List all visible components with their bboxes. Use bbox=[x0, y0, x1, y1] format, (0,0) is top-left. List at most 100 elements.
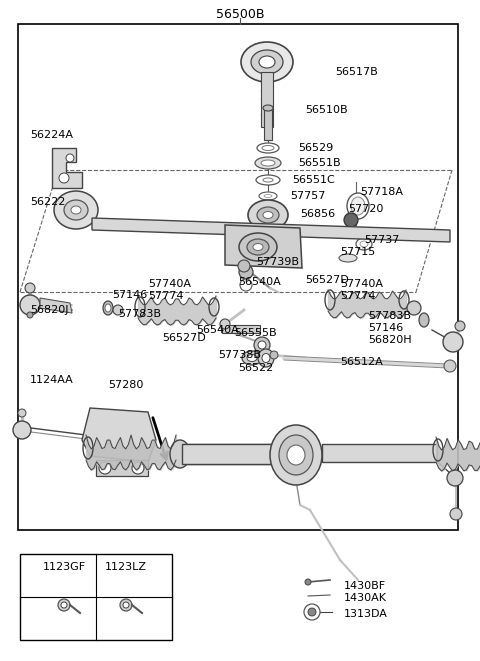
Text: 56222: 56222 bbox=[30, 197, 65, 207]
Text: 1430AK: 1430AK bbox=[344, 593, 387, 603]
Polygon shape bbox=[82, 408, 156, 462]
Ellipse shape bbox=[261, 160, 275, 166]
Ellipse shape bbox=[356, 238, 372, 250]
Circle shape bbox=[443, 332, 463, 352]
Ellipse shape bbox=[241, 42, 293, 82]
Ellipse shape bbox=[263, 105, 273, 111]
Circle shape bbox=[238, 260, 250, 272]
Ellipse shape bbox=[170, 440, 190, 468]
Text: 56820J: 56820J bbox=[30, 305, 69, 315]
Text: 56555B: 56555B bbox=[234, 328, 276, 338]
Ellipse shape bbox=[264, 194, 272, 198]
Ellipse shape bbox=[258, 349, 274, 367]
Circle shape bbox=[27, 312, 33, 318]
Bar bbox=[96, 460, 148, 476]
Ellipse shape bbox=[248, 200, 288, 230]
Circle shape bbox=[447, 470, 463, 486]
Text: 56517B: 56517B bbox=[335, 67, 378, 77]
Circle shape bbox=[25, 283, 35, 293]
Ellipse shape bbox=[257, 207, 279, 223]
Circle shape bbox=[132, 462, 144, 474]
Text: 1124AA: 1124AA bbox=[30, 375, 74, 385]
Bar bbox=[20, 554, 172, 640]
Circle shape bbox=[407, 301, 421, 315]
Circle shape bbox=[240, 279, 252, 291]
Bar bbox=[182, 444, 282, 464]
Text: 1123GF: 1123GF bbox=[42, 562, 85, 572]
Circle shape bbox=[220, 319, 230, 329]
Circle shape bbox=[59, 173, 69, 183]
Bar bbox=[264, 110, 272, 140]
Ellipse shape bbox=[64, 200, 88, 220]
Text: 56500B: 56500B bbox=[216, 7, 264, 20]
Text: 56522: 56522 bbox=[238, 363, 273, 373]
Circle shape bbox=[120, 599, 132, 611]
Text: 57738B: 57738B bbox=[218, 350, 261, 360]
Circle shape bbox=[13, 421, 31, 439]
Bar bbox=[18, 24, 458, 530]
Text: 57720: 57720 bbox=[348, 204, 384, 214]
Ellipse shape bbox=[263, 212, 273, 219]
Circle shape bbox=[239, 265, 253, 279]
Text: 57783B: 57783B bbox=[118, 309, 161, 319]
Circle shape bbox=[254, 337, 270, 353]
Circle shape bbox=[20, 295, 40, 315]
Ellipse shape bbox=[351, 197, 365, 215]
Text: 56856: 56856 bbox=[300, 209, 335, 219]
Text: 56551C: 56551C bbox=[292, 175, 335, 185]
Ellipse shape bbox=[239, 233, 277, 261]
Ellipse shape bbox=[255, 157, 281, 169]
Bar bbox=[261, 72, 273, 127]
Ellipse shape bbox=[347, 193, 369, 219]
Ellipse shape bbox=[259, 192, 277, 200]
Ellipse shape bbox=[251, 50, 283, 74]
Circle shape bbox=[270, 351, 278, 359]
Ellipse shape bbox=[279, 435, 313, 475]
Text: 56527D: 56527D bbox=[162, 333, 206, 343]
Text: 1123LZ: 1123LZ bbox=[105, 562, 147, 572]
Ellipse shape bbox=[71, 206, 81, 214]
Ellipse shape bbox=[103, 301, 113, 315]
Circle shape bbox=[258, 341, 266, 349]
Text: 56551B: 56551B bbox=[298, 158, 341, 168]
Text: 57774: 57774 bbox=[148, 291, 183, 301]
Ellipse shape bbox=[242, 351, 262, 365]
Circle shape bbox=[99, 462, 111, 474]
Text: 56527D: 56527D bbox=[305, 275, 349, 285]
Ellipse shape bbox=[247, 354, 257, 362]
Text: 56540A: 56540A bbox=[238, 277, 281, 287]
Circle shape bbox=[18, 409, 26, 417]
Ellipse shape bbox=[419, 313, 429, 327]
Text: 1313DA: 1313DA bbox=[344, 609, 388, 619]
Text: 56510B: 56510B bbox=[305, 105, 348, 115]
Bar bbox=[322, 444, 437, 462]
Text: 57280: 57280 bbox=[108, 380, 144, 390]
Circle shape bbox=[66, 154, 74, 162]
Circle shape bbox=[344, 213, 358, 227]
Circle shape bbox=[113, 305, 123, 315]
Text: 57757: 57757 bbox=[290, 191, 325, 201]
Ellipse shape bbox=[360, 241, 368, 247]
Text: 56512A: 56512A bbox=[340, 357, 383, 367]
Ellipse shape bbox=[105, 304, 111, 312]
Ellipse shape bbox=[262, 354, 270, 362]
Circle shape bbox=[308, 608, 316, 616]
Ellipse shape bbox=[339, 254, 357, 262]
Circle shape bbox=[305, 579, 311, 585]
Text: 57739B: 57739B bbox=[256, 257, 299, 267]
Ellipse shape bbox=[263, 178, 273, 182]
Text: 57740A: 57740A bbox=[340, 279, 383, 289]
Ellipse shape bbox=[54, 191, 98, 229]
Text: 57774: 57774 bbox=[340, 291, 375, 301]
Circle shape bbox=[444, 360, 456, 372]
Text: 57740A: 57740A bbox=[148, 279, 191, 289]
Circle shape bbox=[304, 604, 320, 620]
Circle shape bbox=[58, 599, 70, 611]
Text: 1430BF: 1430BF bbox=[344, 581, 386, 591]
Text: 56529: 56529 bbox=[298, 143, 333, 153]
Text: 57783B: 57783B bbox=[368, 311, 411, 321]
Circle shape bbox=[61, 602, 67, 608]
Circle shape bbox=[123, 602, 129, 608]
Polygon shape bbox=[52, 148, 82, 188]
Text: 56224A: 56224A bbox=[30, 130, 73, 140]
